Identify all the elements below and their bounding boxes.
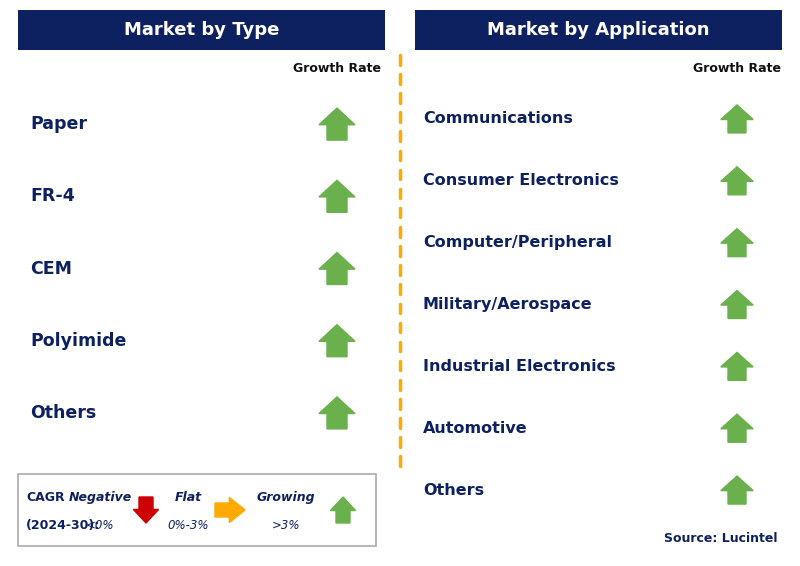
Text: Growth Rate: Growth Rate xyxy=(293,62,381,75)
Polygon shape xyxy=(721,414,754,442)
Text: (2024-30):: (2024-30): xyxy=(26,520,100,533)
Text: CEM: CEM xyxy=(30,259,72,277)
Text: <0%: <0% xyxy=(86,520,114,533)
Text: Industrial Electronics: Industrial Electronics xyxy=(423,359,616,374)
Polygon shape xyxy=(319,397,355,429)
Text: 0%-3%: 0%-3% xyxy=(167,520,209,533)
Polygon shape xyxy=(721,353,754,380)
Text: Paper: Paper xyxy=(30,115,87,133)
Text: Flat: Flat xyxy=(174,491,202,504)
FancyBboxPatch shape xyxy=(18,10,385,50)
Text: FR-4: FR-4 xyxy=(30,187,74,205)
Text: Market by Application: Market by Application xyxy=(487,21,710,39)
Polygon shape xyxy=(319,108,355,140)
Text: Military/Aerospace: Military/Aerospace xyxy=(423,297,593,312)
Text: Automotive: Automotive xyxy=(423,421,528,436)
Polygon shape xyxy=(721,290,754,319)
Polygon shape xyxy=(319,181,355,212)
Text: Negative: Negative xyxy=(68,491,132,504)
Polygon shape xyxy=(134,497,158,523)
Polygon shape xyxy=(330,497,356,523)
Polygon shape xyxy=(721,105,754,133)
Polygon shape xyxy=(721,167,754,195)
Text: >3%: >3% xyxy=(272,520,300,533)
Text: CAGR: CAGR xyxy=(26,491,65,504)
Text: Source: Lucintel: Source: Lucintel xyxy=(663,531,777,544)
Polygon shape xyxy=(721,229,754,256)
Polygon shape xyxy=(721,476,754,504)
Text: Computer/Peripheral: Computer/Peripheral xyxy=(423,235,612,250)
Polygon shape xyxy=(319,325,355,357)
Polygon shape xyxy=(215,498,245,522)
Text: Growing: Growing xyxy=(257,491,315,504)
FancyBboxPatch shape xyxy=(415,10,782,50)
FancyBboxPatch shape xyxy=(18,474,376,546)
Text: Others: Others xyxy=(423,483,484,498)
Text: Consumer Electronics: Consumer Electronics xyxy=(423,173,619,188)
Text: Growth Rate: Growth Rate xyxy=(693,62,781,75)
Text: Market by Type: Market by Type xyxy=(124,21,279,39)
Text: Others: Others xyxy=(30,404,96,422)
Text: Communications: Communications xyxy=(423,112,573,126)
Text: Polyimide: Polyimide xyxy=(30,332,126,350)
Polygon shape xyxy=(319,252,355,285)
